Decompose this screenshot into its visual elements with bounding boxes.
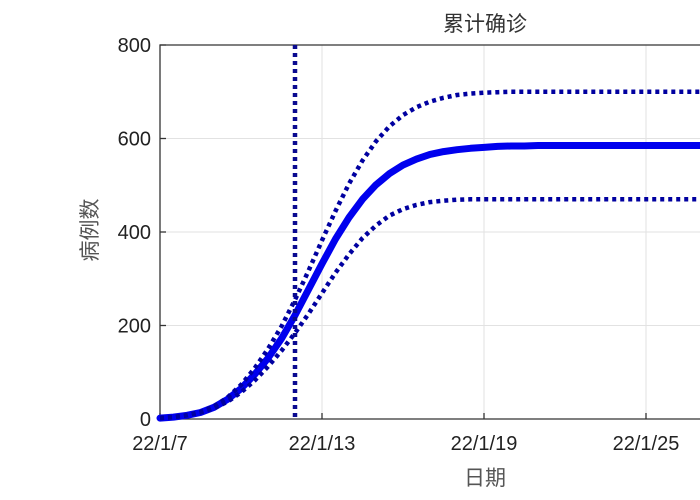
x-tick-label: 22/1/19 (451, 433, 518, 455)
y-tick-label: 600 (118, 129, 151, 151)
series-line-dotted (159, 89, 700, 421)
y-tick-label: 200 (118, 316, 151, 338)
series-line-dotted (159, 197, 700, 421)
x-tick-label: 22/1/7 (132, 433, 188, 455)
tick-labels: 0 200 400 600 800 22/1/7 22/1/13 22/1/19 22/1/25 (118, 35, 680, 455)
series-line-solid (156, 142, 700, 422)
y-axis-label: 病例数 (78, 199, 102, 262)
y-tick-label: 800 (118, 35, 151, 57)
y-tick-label: 400 (118, 222, 151, 244)
x-axis-label: 日期 (464, 466, 506, 490)
series-group (156, 89, 700, 422)
grid (159, 44, 700, 420)
x-tick-label: 22/1/13 (289, 433, 356, 455)
x-tick-label: 22/1/25 (613, 433, 680, 455)
y-tick-label: 0 (140, 409, 151, 431)
chart-title: 累计确诊 (443, 12, 527, 36)
